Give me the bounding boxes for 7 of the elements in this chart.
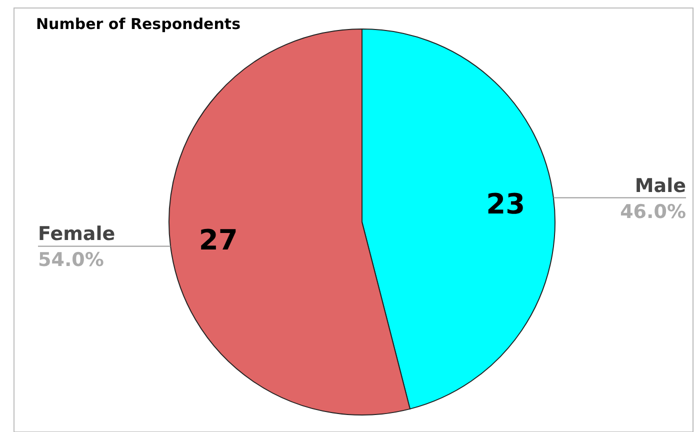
slice-label: Male bbox=[634, 174, 686, 197]
text: 46.0% bbox=[620, 200, 686, 223]
chart-title: Number of Respondents bbox=[36, 15, 241, 33]
data-label: 27 bbox=[198, 224, 238, 257]
slice-label: Female bbox=[38, 223, 116, 246]
data-label: 23 bbox=[486, 187, 526, 220]
text: 54.0% bbox=[38, 249, 104, 272]
